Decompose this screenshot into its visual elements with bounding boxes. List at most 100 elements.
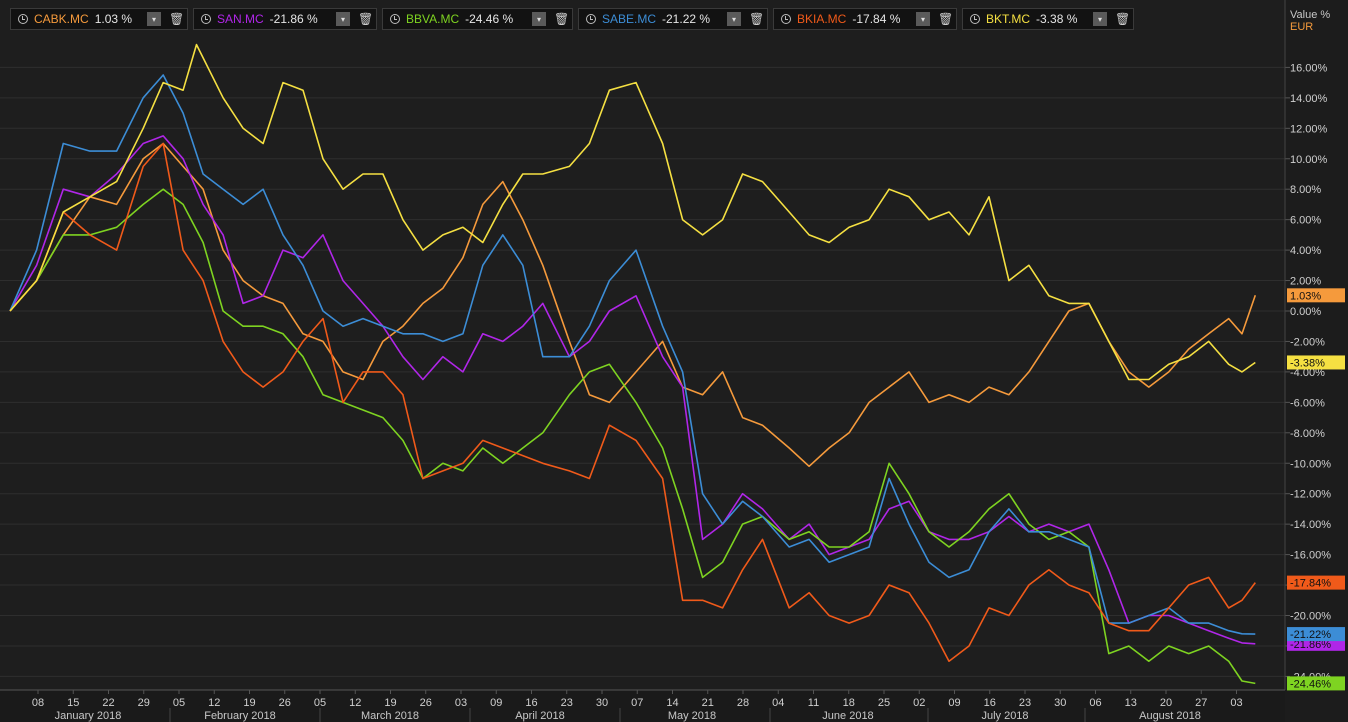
y-tick-label: 4.00% — [1290, 245, 1321, 257]
last-value-label: -21.22% — [1290, 629, 1331, 641]
x-day-label: 26 — [420, 697, 432, 709]
x-day-label: 19 — [384, 697, 396, 709]
x-day-label: 06 — [1089, 697, 1101, 709]
chevron-down-icon[interactable]: ▾ — [916, 12, 930, 26]
y-tick-label: 8.00% — [1290, 184, 1321, 196]
legend-percent: -17.84 % — [852, 12, 901, 26]
x-day-label: 07 — [631, 697, 643, 709]
y-tick-label: -14.00% — [1290, 519, 1331, 531]
trash-icon[interactable]: 🗑 — [169, 12, 185, 26]
y-tick-label: -20.00% — [1290, 611, 1331, 623]
legend-ticker: BBVA.MC — [406, 12, 460, 26]
x-day-label: 09 — [948, 697, 960, 709]
y-tick-label: 14.00% — [1290, 93, 1328, 105]
legend-ticker: CABK.MC — [34, 12, 89, 26]
last-value-badge — [1287, 627, 1345, 642]
x-day-label: 29 — [138, 697, 150, 709]
clock-icon — [390, 14, 400, 24]
last-value-label: -21.86% — [1290, 639, 1331, 651]
x-month-label: February 2018 — [204, 710, 276, 722]
x-month-label: May 2018 — [668, 710, 716, 722]
chevron-down-icon[interactable]: ▾ — [336, 12, 350, 26]
x-day-label: 30 — [1054, 697, 1066, 709]
x-day-label: 20 — [1160, 697, 1172, 709]
y-tick-label: 12.00% — [1290, 123, 1328, 135]
y-tick-label: 2.00% — [1290, 276, 1321, 288]
trash-icon[interactable]: 🗑 — [1115, 12, 1131, 26]
grid-lines — [0, 66, 1285, 677]
chevron-down-icon[interactable]: ▾ — [1093, 12, 1107, 26]
x-day-label: 13 — [1125, 697, 1137, 709]
y-tick-label: -10.00% — [1290, 458, 1331, 470]
chevron-down-icon[interactable]: ▾ — [147, 12, 161, 26]
legend-item-cabk-mc[interactable]: CABK.MC 1.03 % ▾ 🗑 — [10, 8, 188, 30]
legend-bar: CABK.MC 1.03 % ▾ 🗑 SAN.MC -21.86 % ▾ 🗑 BBVA.MC -2… — [0, 0, 1285, 36]
last-value-badge — [1287, 355, 1345, 370]
x-day-label: 23 — [561, 697, 573, 709]
series-line-bkt-mc — [9, 43, 1256, 381]
y-tick-label: -2.00% — [1290, 336, 1325, 348]
x-day-label: 18 — [843, 697, 855, 709]
legend-item-bkt-mc[interactable]: BKT.MC -3.38 % ▾ 🗑 — [962, 8, 1134, 30]
x-day-label: 16 — [984, 697, 996, 709]
x-month-label: January 2018 — [55, 710, 122, 722]
x-day-label: 30 — [596, 697, 608, 709]
chevron-down-icon[interactable]: ▾ — [727, 12, 741, 26]
x-day-label: 14 — [666, 697, 678, 709]
last-value-label: -3.38% — [1290, 357, 1325, 369]
legend-ticker: SABE.MC — [602, 12, 657, 26]
x-day-label: 25 — [878, 697, 890, 709]
x-day-label: 05 — [314, 697, 326, 709]
series-lines — [9, 43, 1257, 685]
trash-icon[interactable]: 🗑 — [358, 12, 374, 26]
legend-percent: -21.86 % — [269, 12, 318, 26]
x-axis: 08 15 22 29 05 12 19 26 05 12 19 26 03 09 16 23 30 07 14 21… — [0, 689, 1285, 722]
axis-header-value: Value % — [1290, 9, 1331, 21]
x-day-label: 05 — [173, 697, 185, 709]
x-day-label: 22 — [102, 697, 114, 709]
last-value-label: -17.84% — [1290, 578, 1331, 590]
legend-ticker: SAN.MC — [217, 12, 264, 26]
y-tick-label: -4.00% — [1290, 367, 1325, 379]
legend-percent: -3.38 % — [1036, 12, 1078, 26]
x-day-label: 12 — [349, 697, 361, 709]
clock-icon — [970, 14, 980, 24]
y-tick-label: -6.00% — [1290, 397, 1325, 409]
x-month-label: August 2018 — [1139, 710, 1201, 722]
legend-item-san-mc[interactable]: SAN.MC -21.86 % ▾ 🗑 — [193, 8, 377, 30]
x-month-label: June 2018 — [822, 710, 873, 722]
x-day-label: 21 — [702, 697, 714, 709]
trash-icon[interactable]: 🗑 — [749, 12, 765, 26]
series-line-bbva-mc — [9, 188, 1256, 685]
last-value-badge — [1287, 575, 1345, 590]
y-tick-label: -12.00% — [1290, 489, 1331, 501]
legend-ticker: BKT.MC — [986, 12, 1031, 26]
legend-item-bkia-mc[interactable]: BKIA.MC -17.84 % ▾ 🗑 — [773, 8, 957, 30]
clock-icon — [781, 14, 791, 24]
last-value-badge — [1287, 676, 1345, 691]
y-tick-label: -16.00% — [1290, 550, 1331, 562]
x-day-label: 28 — [737, 697, 749, 709]
trash-icon[interactable]: 🗑 — [938, 12, 954, 26]
clock-icon — [586, 14, 596, 24]
y-tick-label: 0.00% — [1290, 306, 1321, 318]
y-tick-label: -8.00% — [1290, 428, 1325, 440]
x-month-label: July 2018 — [981, 710, 1028, 722]
legend-item-bbva-mc[interactable]: BBVA.MC -24.46 % ▾ 🗑 — [382, 8, 573, 30]
x-day-label: 03 — [1230, 697, 1242, 709]
x-day-label: 02 — [913, 697, 925, 709]
clock-icon — [18, 14, 28, 24]
x-day-label: 09 — [490, 697, 502, 709]
y-tick-label: 16.00% — [1290, 62, 1328, 74]
x-day-label: 04 — [772, 697, 784, 709]
trash-icon[interactable]: 🗑 — [554, 12, 570, 26]
last-value-label: -24.46% — [1290, 678, 1331, 690]
legend-item-sabe-mc[interactable]: SABE.MC -21.22 % ▾ 🗑 — [578, 8, 768, 30]
x-day-label: 27 — [1195, 697, 1207, 709]
x-day-label: 15 — [67, 697, 79, 709]
series-line-sabe-mc — [9, 74, 1256, 635]
plot-background — [0, 0, 1285, 690]
chevron-down-icon[interactable]: ▾ — [532, 12, 546, 26]
legend-ticker: BKIA.MC — [797, 12, 847, 26]
